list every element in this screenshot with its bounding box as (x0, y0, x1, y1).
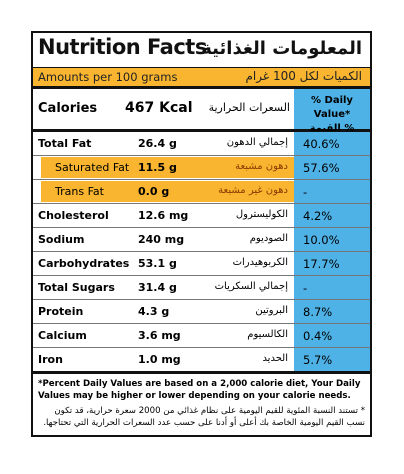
nutrient-name-ar: البروتين (255, 305, 288, 316)
dv-header-en: % Daily Value* (311, 95, 353, 120)
nutrient-row: Sodium 240 mg الصوديوم 10.0% (33, 228, 370, 252)
nutrient-name: Cholesterol (38, 209, 109, 222)
nutrient-amount: 3.6 mg (138, 329, 181, 342)
calories-label: Calories (38, 101, 98, 116)
amounts-bar: Amounts per 100 grams الكميات لكل 100 غر… (33, 68, 370, 89)
nutrient-name: Calcium (38, 329, 87, 342)
daily-value: 0.4% (294, 324, 370, 347)
nutrient-name-ar: الكالسيوم (247, 329, 288, 340)
nutrient-amount: 31.4 g (138, 281, 177, 294)
nutrition-label: Nutrition Facts المعلومات الغذائية Amoun… (31, 31, 372, 437)
daily-value-header: % Daily Value* % القيمة اليومية* (294, 89, 370, 148)
amounts-ar: الكميات لكل 100 غرام (245, 69, 362, 83)
daily-value: - (294, 180, 370, 203)
nutrient-row: Calcium 3.6 mg الكالسيوم 0.4% (33, 324, 370, 348)
header: Nutrition Facts المعلومات الغذائية (33, 33, 370, 68)
nutrient-name: Carbohydrates (38, 257, 130, 270)
nutrient-row: Trans Fat 0.0 g دهون غير مشبعة - (33, 180, 370, 204)
nutrient-amount: 53.1 g (138, 257, 177, 270)
daily-value: 8.7% (294, 300, 370, 323)
nutrient-row: Carbohydrates 53.1 g الكربوهيدرات 17.7% (33, 252, 370, 276)
nutrient-name: Trans Fat (55, 185, 104, 198)
footnote-en: *Percent Daily Values are based on a 2,0… (38, 379, 361, 401)
nutrient-name-ar: دهون غير مشبعة (218, 185, 288, 196)
amounts: Amounts per 100 grams (38, 70, 178, 84)
nutrient-row: Total Sugars 31.4 g إجمالي السكريات - (33, 276, 370, 300)
nutrient-amount: 0.0 g (138, 185, 170, 198)
daily-value: - (294, 276, 370, 299)
daily-value: 57.6% (294, 156, 370, 179)
nutrient-name: Iron (38, 353, 63, 366)
footnote: *Percent Daily Values are based on a 2,0… (33, 371, 370, 435)
nutrient-name: Total Sugars (38, 281, 115, 294)
nutrient-name-ar: إجمالي الدهون (226, 137, 288, 148)
nutrient-name: Sodium (38, 233, 85, 246)
nutrient-name-ar: الحديد (262, 353, 288, 364)
nutrient-name: Saturated Fat (55, 161, 130, 174)
nutrient-amount: 240 mg (138, 233, 185, 246)
nutrient-amount: 26.4 g (138, 137, 177, 150)
nutrient-name: Protein (38, 305, 84, 318)
nutrient-row: Total Fat 26.4 g إجمالي الدهون 40.6% (33, 132, 370, 156)
nutrient-name-ar: الكربوهيدرات (232, 257, 288, 268)
calories-row: Calories 467 Kcal السعرات الحرارية % Dai… (33, 89, 370, 148)
nutrient-amount: 4.3 g (138, 305, 170, 318)
nutrient-name: Total Fat (38, 137, 92, 150)
daily-value: 17.7% (294, 252, 370, 275)
nutrient-amount: 1.0 mg (138, 353, 181, 366)
daily-value: 4.2% (294, 204, 370, 227)
nutrient-name-ar: الكوليسترول (235, 209, 288, 220)
highlight (41, 157, 295, 178)
nutrient-name-ar: دهون مشبعة (235, 161, 288, 172)
calories-label-ar: السعرات الحرارية (208, 101, 290, 114)
nutrient-row: Cholesterol 12.6 mg الكوليسترول 4.2% (33, 204, 370, 228)
nutrient-amount: 12.6 mg (138, 209, 189, 222)
daily-value: 40.6% (294, 132, 370, 155)
nutrient-name-ar: إجمالي السكريات (214, 281, 288, 292)
nutrient-name-ar: الصوديوم (249, 233, 288, 244)
nutrient-amount: 11.5 g (138, 161, 177, 174)
nutrient-rows: Total Fat 26.4 g إجمالي الدهون 40.6% Saturat… (33, 132, 370, 371)
highlight (41, 181, 295, 202)
daily-value: 10.0% (294, 228, 370, 251)
daily-value: 5.7% (294, 348, 370, 371)
nutrient-row: Saturated Fat 11.5 g دهون مشبعة 57.6% (33, 156, 370, 180)
nutrient-row: Iron 1.0 mg الحديد 5.7% (33, 348, 370, 371)
calories-value: 467 Kcal (125, 100, 193, 116)
title-ar: المعلومات الغذائية (201, 38, 362, 59)
title: Nutrition Facts (38, 35, 207, 59)
nutrient-row: Protein 4.3 g البروتين 8.7% (33, 300, 370, 324)
footnote-ar: * تستند النسبة المئوية للقيم اليومية على… (43, 406, 365, 428)
